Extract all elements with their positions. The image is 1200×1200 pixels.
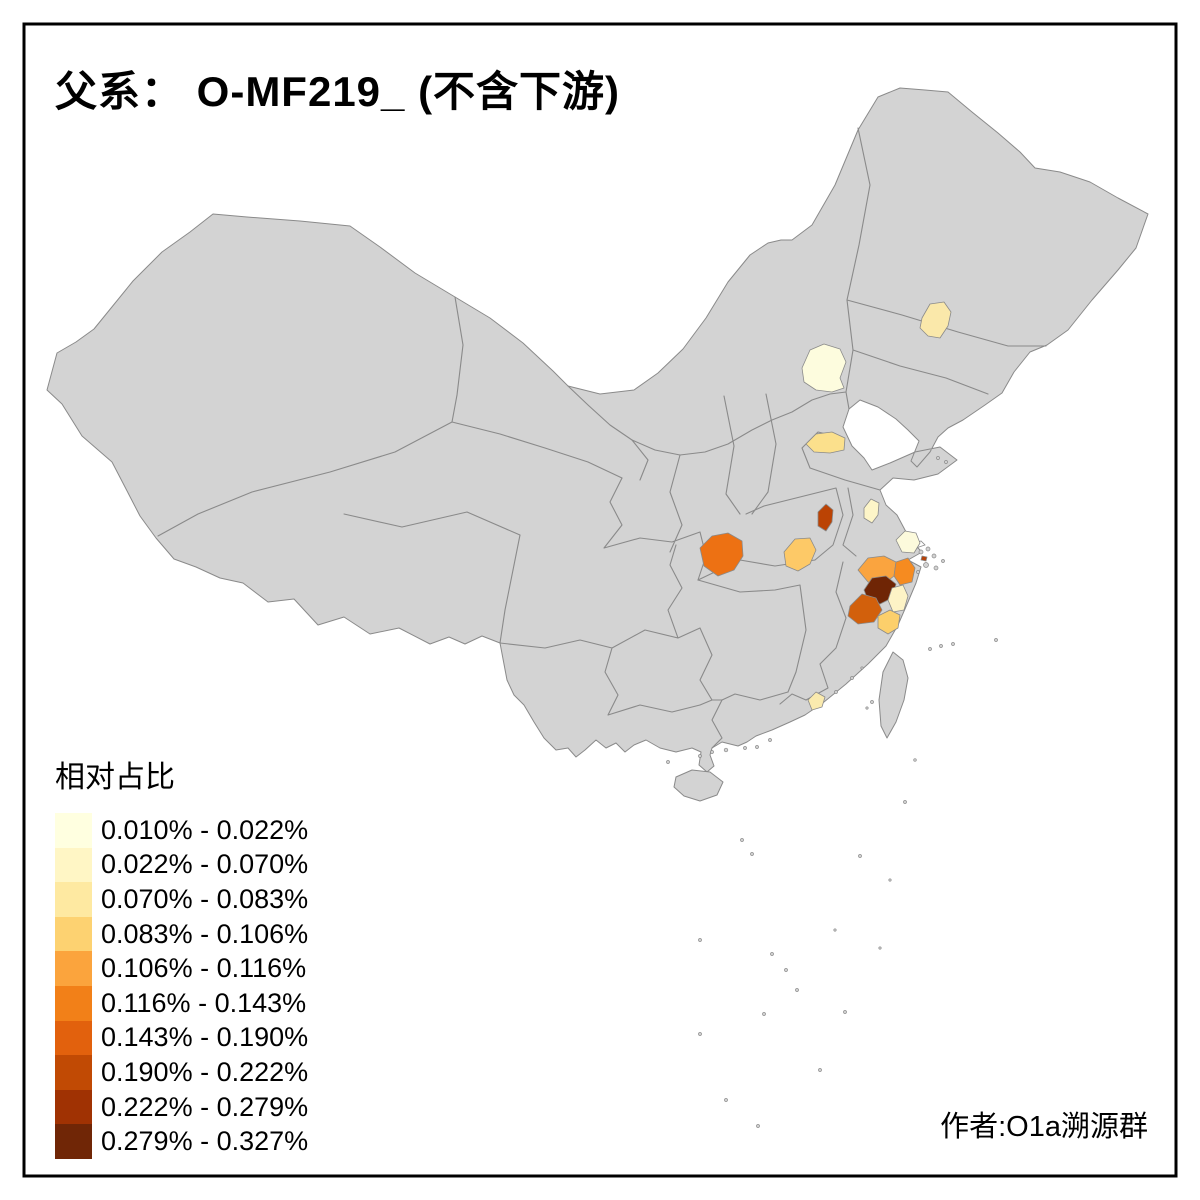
plot-frame [22, 22, 1178, 1178]
legend-label: 0.106% - 0.116% [101, 953, 307, 984]
mainland-china [46, 87, 1149, 773]
region-southwest-anhui [783, 537, 817, 572]
island-hainan [673, 769, 724, 802]
border-north-central [603, 393, 777, 581]
legend-label: 0.070% - 0.083% [101, 883, 309, 914]
legend-label: 0.190% - 0.222% [101, 1056, 309, 1087]
region-south-henan [817, 503, 834, 532]
legend-row: 0.010% - 0.022% [55, 813, 308, 848]
legend-swatch [55, 1089, 92, 1125]
legend-label: 0.143% - 0.190% [101, 1022, 309, 1053]
page-title: 父系： O-MF219_ (不含下游) [55, 68, 621, 115]
author-credit: 作者:O1a溯源群 [940, 1111, 1148, 1143]
island-taiwan [878, 651, 909, 739]
legend-label: 0.010% - 0.022% [101, 814, 309, 845]
legend-row: 0.143% - 0.190% [55, 1020, 309, 1056]
border-west [157, 296, 623, 644]
region-central-jiangsu [863, 498, 880, 524]
region-shanghai-area [895, 530, 921, 554]
legend-row: 0.116% - 0.143% [55, 985, 308, 1021]
legend-swatch [55, 951, 92, 986]
region-taizhou-area [887, 584, 909, 613]
region-south-fujian-coast [807, 691, 826, 711]
legend-row: 0.279% - 0.327% [55, 1124, 308, 1159]
legend-swatch [55, 847, 92, 883]
border-north [567, 127, 1047, 456]
legend-row: 0.222% - 0.279% [55, 1089, 309, 1125]
border-southeast [697, 561, 847, 705]
legend-label: 0.116% - 0.143% [101, 987, 307, 1018]
legend-row: 0.106% - 0.116% [55, 951, 308, 986]
legend-swatch [55, 1124, 92, 1159]
border-southwest [499, 544, 789, 749]
small-islets [666, 456, 998, 1128]
region-west-shandong [805, 431, 846, 454]
legend: 相对占比 0.010% - 0.022% 0.022% - 0.070% 0.0… [55, 752, 308, 1159]
legend-swatch [55, 985, 92, 1021]
legend-label: 0.279% - 0.327% [101, 1126, 309, 1157]
legend-row: 0.190% - 0.222% [55, 1055, 308, 1090]
region-west-hubei [699, 532, 744, 577]
legend-swatch [55, 1055, 92, 1090]
legend-swatch [55, 1020, 92, 1056]
region-central-jilin [919, 301, 952, 339]
legend-swatch [55, 882, 92, 917]
region-south-zhejiang-area [877, 609, 901, 635]
legend-row: 0.083% - 0.106% [55, 916, 309, 952]
legend-row: 0.070% - 0.083% [55, 882, 308, 917]
region-zhoushan-islet [920, 555, 928, 562]
legend-label: 0.222% - 0.279% [101, 1091, 309, 1122]
region-ningbo-area [893, 557, 916, 586]
legend-label: 0.022% - 0.070% [101, 849, 309, 880]
legend-swatch [55, 813, 92, 848]
legend-swatch [55, 916, 92, 952]
data-regions [699, 301, 952, 711]
region-beijing-area [801, 343, 847, 393]
province-borders [157, 127, 1047, 749]
legend-title: 相对占比 [55, 761, 175, 794]
legend-label: 0.083% - 0.106% [101, 918, 309, 949]
legend-row: 0.022% - 0.070% [55, 847, 309, 883]
